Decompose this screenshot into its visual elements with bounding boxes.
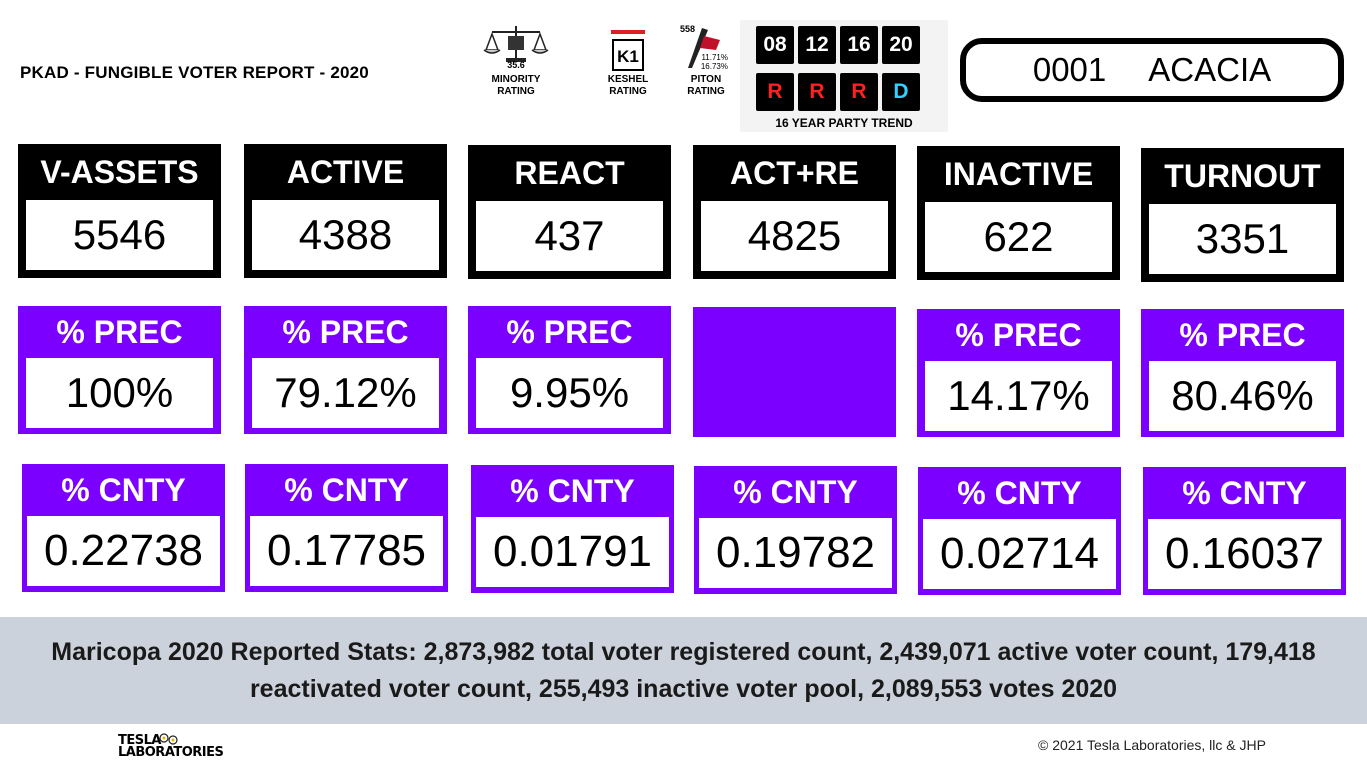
- metric-card-react: REACT 437: [468, 145, 671, 279]
- cnty-value: 0.22738: [27, 516, 220, 586]
- metric-label: INACTIVE: [943, 155, 1094, 192]
- prec-card-inactive: % PREC 14.17%: [917, 309, 1120, 437]
- cnty-value: 0.19782: [699, 518, 892, 588]
- cnty-label: % CNTY: [284, 471, 409, 508]
- party-trend: 08 12 16 20 R R R D 16 YEAR PARTY TREND: [740, 20, 948, 132]
- metric-value: 4388: [252, 200, 439, 270]
- k1-icon: K1: [592, 22, 664, 74]
- minority-rating-value: 35.6: [507, 60, 525, 70]
- piton-rating: 558 11.71% 16.73% PITON RATING: [670, 22, 742, 98]
- cnty-value: 0.16037: [1148, 519, 1341, 589]
- cnty-label: % CNTY: [957, 474, 1082, 511]
- metric-card-turnout: TURNOUT 3351: [1141, 148, 1344, 282]
- cnty-card-inactive: % CNTY 0.02714: [918, 467, 1121, 595]
- prec-card-turnout: % PREC 80.46%: [1141, 309, 1344, 437]
- trend-parties: R R R D: [756, 73, 920, 111]
- report-title: PKAD - FUNGIBLE VOTER REPORT - 2020: [20, 63, 369, 82]
- cnty-label: % CNTY: [510, 472, 635, 509]
- prec-value: 80.46%: [1149, 361, 1336, 431]
- metric-card-active: ACTIVE 4388: [244, 144, 447, 278]
- minority-rating: 35.6 MINORITY RATING: [480, 22, 552, 98]
- prec-value: 14.17%: [925, 361, 1112, 431]
- prec-label: % PREC: [56, 313, 183, 350]
- cnty-card-active: % CNTY 0.17785: [245, 464, 448, 592]
- metric-label: ACTIVE: [286, 153, 405, 190]
- cnty-card-v-assets: % CNTY 0.22738: [22, 464, 225, 592]
- metric-value: 5546: [26, 200, 213, 270]
- prec-label: % PREC: [506, 313, 633, 350]
- metric-value: 3351: [1149, 204, 1336, 274]
- maricopa-stats-band: Maricopa 2020 Reported Stats: 2,873,982 …: [0, 617, 1367, 724]
- maricopa-stats-text: Maricopa 2020 Reported Stats: 2,873,982 …: [51, 637, 1316, 703]
- precinct-id: 0001: [1032, 51, 1107, 88]
- cnty-card-act-re: % CNTY 0.19782: [694, 466, 897, 594]
- metric-label: REACT: [514, 154, 625, 191]
- piton-rating-value: 558: [680, 24, 695, 34]
- cnty-card-turnout: % CNTY 0.16037: [1143, 467, 1346, 595]
- metric-value: 622: [925, 202, 1112, 272]
- precinct-name: ACACIA: [1148, 51, 1272, 88]
- minority-rating-label: MINORITY RATING: [491, 74, 541, 97]
- piton-pct-a: 11.71%: [701, 53, 728, 62]
- metric-label: ACT+RE: [730, 154, 859, 191]
- atom-icon: [159, 733, 178, 745]
- piton-icon: 558 11.71% 16.73%: [670, 22, 742, 74]
- prec-label: % PREC: [955, 316, 1082, 353]
- prec-card-active: % PREC 79.12%: [244, 306, 447, 434]
- cnty-value: 0.01791: [476, 517, 669, 587]
- cnty-value: 0.17785: [250, 516, 443, 586]
- prec-card-v-assets: % PREC 100%: [18, 306, 221, 434]
- piton-pct-b: 16.73%: [701, 62, 728, 71]
- metric-card-v-assets: V-ASSETS 5546: [18, 144, 221, 278]
- metric-label: TURNOUT: [1164, 157, 1321, 194]
- trend-year: 20: [882, 26, 920, 64]
- prec-label: % PREC: [1179, 316, 1306, 353]
- trend-years: 08 12 16 20: [756, 26, 920, 64]
- tesla-laboratories-logo: TESLA LABORATORIES: [118, 733, 224, 760]
- prec-card-act-re-empty: [693, 307, 896, 437]
- piton-rating-label: PITON RATING: [687, 74, 725, 97]
- prec-value: 79.12%: [252, 358, 439, 428]
- precinct-box: 0001 ACACIA: [960, 38, 1344, 102]
- keshel-rating: K1 KESHEL RATING: [592, 22, 664, 98]
- trend-party: R: [798, 73, 836, 111]
- metric-label: V-ASSETS: [40, 153, 199, 190]
- prec-card-react: % PREC 9.95%: [468, 306, 671, 434]
- cnty-label: % CNTY: [61, 471, 186, 508]
- trend-year: 12: [798, 26, 836, 64]
- trend-party: D: [882, 73, 920, 111]
- metric-card-inactive: INACTIVE 622: [917, 146, 1120, 280]
- keshel-rating-label: KESHEL RATING: [607, 74, 649, 97]
- prec-value: 9.95%: [476, 358, 663, 428]
- trend-year: 08: [756, 26, 794, 64]
- cnty-label: % CNTY: [733, 473, 858, 510]
- cnty-card-react: % CNTY 0.01791: [471, 465, 674, 593]
- cnty-value: 0.02714: [923, 519, 1116, 589]
- metric-value: 437: [476, 201, 663, 271]
- metric-value: 4825: [701, 201, 888, 271]
- trend-party: R: [840, 73, 878, 111]
- metric-card-act-re: ACT+RE 4825: [693, 145, 896, 279]
- prec-label: % PREC: [282, 313, 409, 350]
- cnty-label: % CNTY: [1182, 474, 1307, 511]
- keshel-rating-value: K1: [617, 47, 639, 66]
- scales-icon: 35.6: [480, 22, 552, 74]
- trend-caption: 16 YEAR PARTY TREND: [775, 116, 913, 130]
- prec-value: 100%: [26, 358, 213, 428]
- trend-year: 16: [840, 26, 878, 64]
- trend-party: R: [756, 73, 794, 111]
- copyright-text: © 2021 Tesla Laboratories, llc & JHP: [1038, 737, 1266, 753]
